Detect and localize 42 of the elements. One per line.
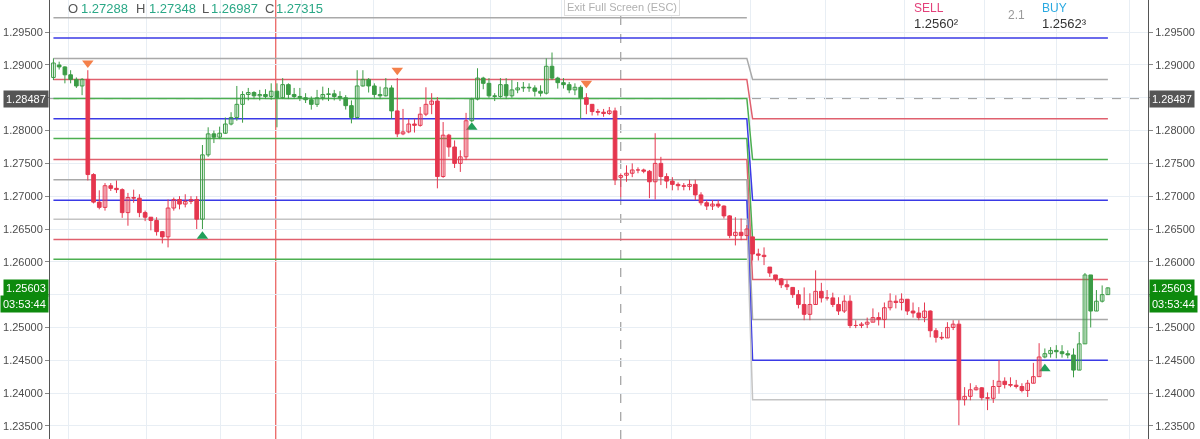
y2-tick-label: 1.26500 xyxy=(1155,222,1195,235)
annotation: SELL xyxy=(914,1,944,15)
annotation: 1.26987 xyxy=(211,1,258,16)
text: 03:53:44 xyxy=(3,298,46,310)
annotation: 1.27315 xyxy=(276,1,323,16)
annotation: H xyxy=(136,1,146,16)
y2-tick-label: 1.28000 xyxy=(1155,124,1195,137)
y-tick-label: 1.29500 xyxy=(3,26,43,38)
y-tick-label: 1.23500 xyxy=(3,419,43,432)
y2-tick-label: 1.24000 xyxy=(1155,386,1195,399)
annotation: L xyxy=(202,1,210,16)
y2-tick-label: 1.23500 xyxy=(1155,419,1195,432)
text: 03:53:44 xyxy=(1152,298,1195,310)
y2-tick-label: 1.27500 xyxy=(1155,157,1195,170)
y2-tick-label: 1.29500 xyxy=(1155,26,1195,38)
y2-tick-label: 1.27000 xyxy=(1155,190,1195,203)
annotation: 1.2560² xyxy=(914,16,959,31)
annotation: 1.2562³ xyxy=(1042,16,1087,31)
annotation: C xyxy=(265,1,275,16)
text: 1.25603 xyxy=(6,282,46,294)
y-tick-label: 1.24000 xyxy=(3,386,43,399)
annotation: 1.27348 xyxy=(149,1,196,16)
y-tick-label: 1.29000 xyxy=(3,58,43,71)
y-tick-label: 1.27500 xyxy=(3,157,43,170)
annotation: 2.1 xyxy=(1008,8,1026,22)
ref-line-label: 1.28487 xyxy=(1152,93,1192,105)
text: 1.28487 xyxy=(6,93,46,105)
annotation: Exit Full Screen (ESC) xyxy=(567,1,678,13)
y-tick-label: 1.24500 xyxy=(3,354,43,367)
y2-tick-label: 1.24500 xyxy=(1155,354,1195,367)
y-tick-label: 1.26000 xyxy=(3,255,43,268)
annotation: O xyxy=(68,1,79,16)
y2-tick-label: 1.25000 xyxy=(1155,321,1195,334)
y-tick-label: 1.26500 xyxy=(3,222,43,235)
y-tick-label: 1.28000 xyxy=(3,124,43,137)
y-tick-label: 1.27000 xyxy=(3,190,43,203)
y2-tick-label: 1.29000 xyxy=(1155,58,1195,71)
y-tick-label: 1.25000 xyxy=(3,321,43,334)
annotation: BUY xyxy=(1042,1,1067,15)
text: 1.25603 xyxy=(1152,282,1192,294)
annotation: 1.27288 xyxy=(81,1,128,16)
y2-tick-label: 1.26000 xyxy=(1155,255,1195,268)
